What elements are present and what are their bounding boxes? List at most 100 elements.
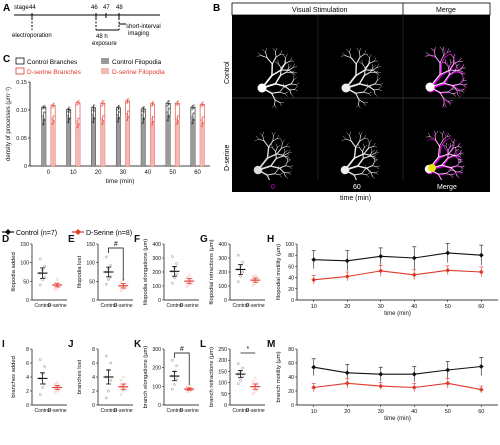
neurite bbox=[442, 74, 450, 84]
data-point bbox=[76, 103, 78, 106]
neurite bbox=[279, 102, 282, 106]
data-point bbox=[127, 110, 130, 112]
neurite bbox=[443, 52, 448, 57]
neurite bbox=[368, 142, 370, 149]
neurite bbox=[358, 99, 360, 106]
neurite bbox=[356, 104, 359, 108]
neurite bbox=[359, 138, 365, 142]
neurite bbox=[459, 169, 463, 172]
neurite bbox=[441, 104, 444, 108]
neurite bbox=[363, 91, 370, 94]
neurite bbox=[285, 165, 291, 168]
data-point bbox=[121, 288, 125, 291]
significance-mark: * bbox=[246, 346, 249, 353]
neurite bbox=[459, 159, 463, 162]
neurite bbox=[289, 89, 295, 91]
neurite bbox=[425, 52, 430, 56]
neurite bbox=[372, 161, 375, 167]
neurite bbox=[427, 135, 431, 140]
neurite bbox=[271, 91, 281, 94]
neurite bbox=[345, 87, 357, 94]
neurite bbox=[290, 83, 297, 86]
neurite bbox=[463, 84, 468, 86]
y-tick-label: 0 bbox=[158, 298, 161, 304]
data-point bbox=[253, 282, 257, 286]
neurite bbox=[358, 74, 366, 85]
neurite bbox=[364, 165, 366, 170]
neurite bbox=[284, 150, 288, 153]
neurite bbox=[280, 71, 288, 76]
data-point bbox=[192, 119, 195, 121]
data-point bbox=[236, 382, 240, 386]
data-point bbox=[152, 100, 155, 103]
neurite bbox=[433, 130, 436, 135]
data-point bbox=[101, 123, 103, 125]
series-line bbox=[313, 365, 482, 375]
neurite bbox=[284, 83, 292, 87]
neurite bbox=[374, 57, 377, 62]
neurite bbox=[361, 169, 366, 175]
neurite bbox=[448, 62, 452, 68]
neurite bbox=[374, 83, 381, 86]
neurite bbox=[434, 139, 440, 147]
y-tick-label: 0 bbox=[158, 403, 161, 409]
y-tick-label: 60 bbox=[288, 264, 294, 270]
neurite bbox=[434, 48, 436, 53]
y-axis-label: density of processes (μm⁻¹) bbox=[6, 87, 12, 161]
neurite bbox=[280, 62, 286, 71]
neurite bbox=[272, 138, 278, 142]
x-tick-label: D-serine bbox=[246, 408, 265, 414]
neurite bbox=[344, 157, 356, 171]
neurite bbox=[442, 165, 453, 169]
data-point bbox=[241, 375, 245, 379]
data-point bbox=[121, 375, 125, 379]
neurite bbox=[266, 153, 278, 159]
neurite bbox=[363, 153, 372, 156]
data-point bbox=[42, 115, 44, 118]
x-tick-label: 10 bbox=[311, 409, 317, 415]
neurite bbox=[286, 146, 290, 148]
y-tick-label: 20 bbox=[288, 287, 294, 293]
neurite bbox=[442, 134, 444, 140]
footer-time-label: time (min) bbox=[340, 195, 371, 202]
neurite bbox=[274, 99, 281, 103]
neurite bbox=[363, 135, 366, 139]
panel-letter-f: F bbox=[134, 234, 140, 245]
x-tick-label: 10 bbox=[70, 170, 77, 176]
neurite bbox=[450, 54, 454, 58]
data-point bbox=[55, 287, 59, 291]
neurite bbox=[369, 60, 375, 64]
neurite bbox=[461, 166, 465, 170]
series-marker bbox=[311, 257, 317, 263]
data-point bbox=[109, 264, 113, 268]
data-point bbox=[152, 121, 155, 123]
neurite bbox=[454, 66, 457, 72]
panel-letter-j: J bbox=[68, 339, 74, 350]
data-point bbox=[177, 120, 180, 123]
neurite bbox=[288, 171, 292, 174]
data-point bbox=[118, 107, 121, 110]
neurite bbox=[373, 154, 377, 157]
neurite bbox=[355, 140, 361, 148]
data-point bbox=[104, 282, 108, 286]
neurite bbox=[458, 154, 462, 157]
neurite bbox=[456, 90, 462, 92]
legend-label: D-serine Branches bbox=[27, 69, 82, 76]
neurite bbox=[459, 83, 466, 86]
data-point bbox=[251, 283, 255, 287]
x-tick-label: Control bbox=[34, 303, 50, 309]
neurite bbox=[448, 67, 450, 75]
x-tick-label: 20 bbox=[95, 170, 102, 176]
neurite bbox=[462, 77, 466, 80]
neurite bbox=[458, 153, 462, 157]
neurite bbox=[366, 86, 371, 89]
data-point bbox=[239, 379, 242, 382]
panel-letter-h: H bbox=[267, 234, 274, 245]
neurite bbox=[268, 140, 274, 148]
neurite bbox=[368, 146, 374, 149]
data-point bbox=[192, 112, 195, 115]
neurite bbox=[268, 146, 273, 148]
panel-b: B Visual Stimulation Merge Control D-ser… bbox=[213, 2, 491, 202]
neurite bbox=[291, 72, 294, 76]
